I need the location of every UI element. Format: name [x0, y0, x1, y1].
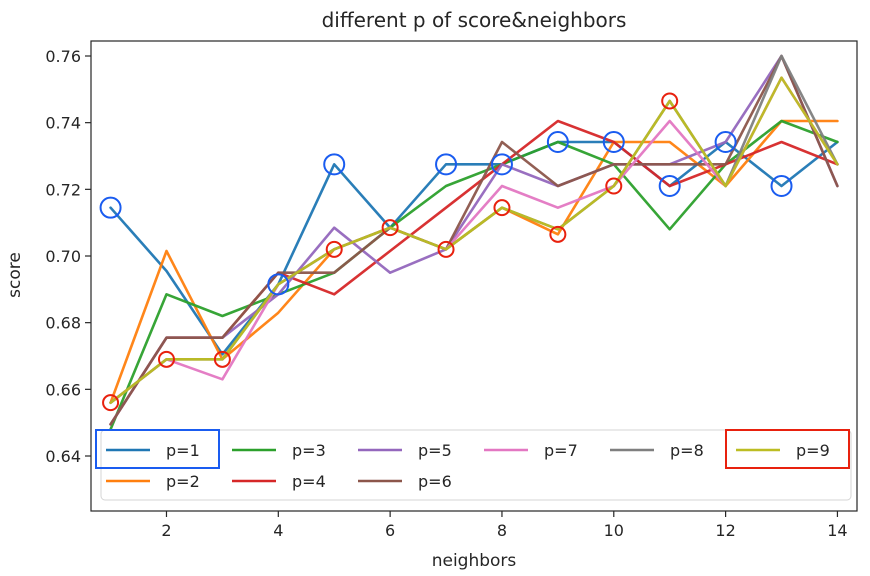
- legend-label-5: p=5: [418, 441, 452, 460]
- x-tick-label: 4: [273, 521, 283, 540]
- red-circle-marker-5: [381, 219, 399, 237]
- highlight-box-2: [725, 429, 850, 469]
- y-axis-label: score: [5, 252, 25, 298]
- red-circle-marker-10: [661, 92, 679, 110]
- axes-frame: [90, 40, 858, 512]
- y-tick-label: 0.72: [45, 180, 81, 199]
- chart-title: different p of score&neighbors: [322, 8, 627, 32]
- blue-circle-marker-5: [490, 153, 513, 176]
- y-tick-label: 0.66: [45, 380, 81, 399]
- x-tick-label: 12: [715, 521, 735, 540]
- y-tick-label: 0.64: [45, 447, 81, 466]
- legend-label-9: p=9: [796, 441, 830, 460]
- blue-circle-marker-2: [267, 273, 290, 296]
- series-line-7: [109, 76, 839, 405]
- red-circle-marker-3: [213, 350, 231, 368]
- x-axis-label: neighbors: [432, 551, 517, 571]
- legend-label-7: p=7: [544, 441, 578, 460]
- red-circle-marker-1: [102, 394, 120, 412]
- x-tick-label: 14: [827, 521, 847, 540]
- blue-circle-marker-8: [658, 175, 681, 197]
- blue-circle-marker-7: [602, 131, 625, 153]
- y-tick-label: 0.74: [45, 114, 81, 133]
- blue-circle-marker-4: [435, 153, 458, 176]
- series-layer: [109, 54, 839, 431]
- blue-circle-marker-1: [99, 196, 122, 219]
- y-tick-label: 0.68: [45, 314, 81, 333]
- red-circle-marker-2: [157, 350, 175, 368]
- blue-circle-marker-3: [323, 153, 346, 176]
- tick-layer: 2 4 6 8 10 12 14 0.64 0.66 0.68 0.70 0.72 0.74 0.76: [45, 47, 847, 540]
- series-line-9: [109, 76, 839, 405]
- series-line-3: [109, 119, 839, 431]
- series-line-6: [109, 54, 839, 426]
- x-tick-label: 10: [604, 521, 624, 540]
- red-circle-marker-8: [549, 225, 567, 243]
- red-circle-marker-4: [325, 240, 343, 258]
- series-line-5: [109, 54, 839, 426]
- blue-circle-marker-9: [714, 131, 737, 153]
- legend-label-3: p=3: [292, 441, 326, 460]
- legend-label-6: p=6: [418, 472, 452, 491]
- legend-label-2: p=2: [166, 472, 200, 491]
- red-circle-marker-6: [437, 240, 455, 258]
- blue-circle-marker-6: [546, 131, 569, 153]
- legend-label-1: p=1: [166, 441, 200, 460]
- plot-area: [99, 54, 839, 431]
- x-tick-label: 6: [385, 521, 395, 540]
- y-tick-label: 0.70: [45, 247, 81, 266]
- legend-frame: [100, 429, 852, 501]
- red-circle-marker-9: [605, 177, 623, 195]
- series-line-1: [109, 140, 839, 356]
- x-tick-label: 8: [497, 521, 507, 540]
- red-circle-marker-7: [493, 199, 511, 217]
- legend: p=1 p=2 p=3 p=4 p=5 p=6 p=7 p=8 p=9: [95, 429, 852, 501]
- highlight-box-1: [95, 429, 220, 469]
- blue-circle-marker-10: [770, 175, 793, 197]
- legend-label-8: p=8: [670, 441, 704, 460]
- x-tick-label: 2: [161, 521, 171, 540]
- legend-label-4: p=4: [292, 472, 326, 491]
- y-tick-label: 0.76: [45, 47, 81, 66]
- annotation-layer: [99, 92, 793, 412]
